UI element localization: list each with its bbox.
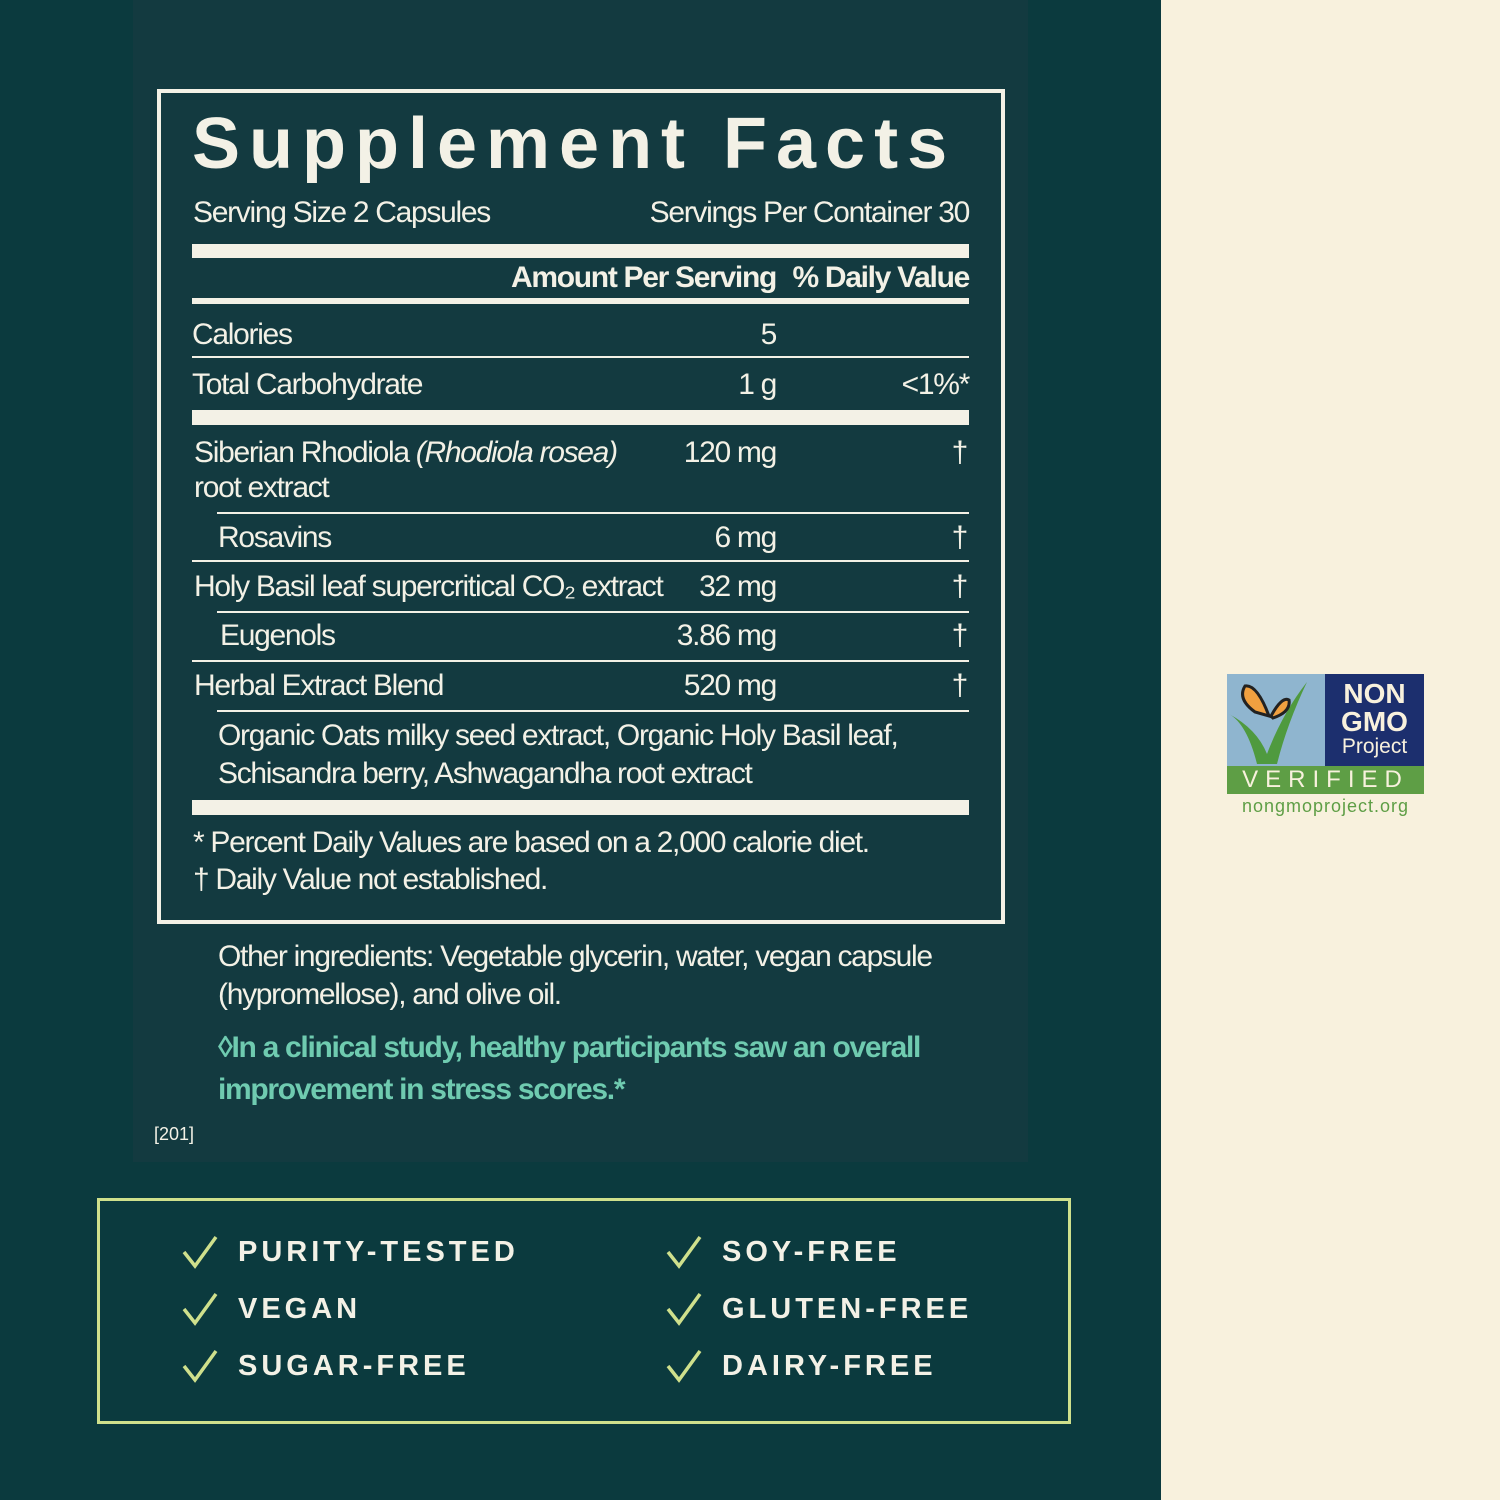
badge-label: GLUTEN-FREE [722, 1292, 973, 1325]
check-icon [182, 1349, 218, 1383]
serving-size: Serving Size 2 Capsules [193, 196, 491, 229]
butterfly-icon [1227, 674, 1325, 766]
row-name: Holy Basil leaf supercritical CO₂ extrac… [194, 570, 664, 603]
row-dv: † [951, 619, 969, 652]
badges-box [97, 1198, 1071, 1424]
row-dv: † [951, 570, 969, 603]
label-panel [133, 0, 1028, 1162]
row-name-latin: (Rhodiola rosea) [415, 436, 618, 469]
badge-purity-tested: PURITY-TESTED [182, 1235, 519, 1269]
divider [192, 660, 969, 662]
divider-thick [192, 410, 969, 425]
row-amount: 32 mg [699, 570, 777, 603]
row-name: Total Carbohydrate [192, 368, 423, 401]
badge-dairy-free: DAIRY-FREE [666, 1349, 937, 1383]
other-ingredients-line1: Other ingredients: Vegetable glycerin, w… [218, 940, 933, 973]
check-icon [666, 1292, 702, 1326]
row-name: Rosavins [218, 521, 332, 554]
logo-url: nongmoproject.org [1241, 796, 1410, 816]
row-name-line2: root extract [194, 471, 330, 504]
divider [217, 611, 969, 613]
divider [217, 512, 969, 514]
divider-thick [192, 244, 969, 258]
divider [217, 710, 969, 712]
logo-non: NON [1343, 678, 1406, 709]
col-amount-header: Amount Per Serving [511, 261, 777, 294]
clinical-claim-line1: ◊In a clinical study, healthy participan… [218, 1031, 921, 1064]
row-amount: 5 [760, 318, 778, 351]
divider [192, 560, 969, 562]
servings-per-container: Servings Per Container 30 [649, 196, 971, 229]
logo-project: Project [1341, 735, 1408, 758]
divider-thick [192, 800, 969, 815]
badge-label: SUGAR-FREE [238, 1349, 470, 1382]
badge-label: SOY-FREE [722, 1235, 901, 1268]
row-amount: 120 mg [683, 436, 778, 469]
check-icon [182, 1235, 218, 1269]
badge-gluten-free: GLUTEN-FREE [666, 1292, 972, 1326]
row-name: Herbal Extract Blend [194, 669, 444, 702]
badge-soy-free: SOY-FREE [666, 1235, 901, 1269]
badge-label: PURITY-TESTED [238, 1235, 519, 1268]
row-name: Eugenols [220, 619, 336, 652]
row-name: Siberian Rhodiola [194, 436, 410, 469]
divider [192, 356, 969, 358]
row-amount: 6 mg [714, 521, 778, 554]
divider-medium [192, 298, 969, 304]
check-icon [666, 1349, 702, 1383]
col-dv-header: % Daily Value [792, 261, 970, 294]
footnote-dv-not-established: † Daily Value not established. [193, 863, 548, 896]
row-dv: † [951, 521, 969, 554]
logo-gmo: GMO [1341, 706, 1408, 737]
row-dv: † [951, 669, 969, 702]
footnote-percent-dv: * Percent Daily Values are based on a 2,… [193, 826, 870, 859]
row-dv: <1%* [901, 368, 971, 401]
row-amount: 520 mg [683, 669, 778, 702]
clinical-claim-line2: improvement in stress scores.* [218, 1073, 626, 1106]
non-gmo-verified-logo: NON GMO Project VERIFIED nongmoproject.o… [1227, 674, 1424, 817]
row-name: Calories [192, 318, 293, 351]
label-code: [201] [154, 1124, 195, 1144]
badge-label: DAIRY-FREE [722, 1349, 937, 1382]
check-icon [182, 1292, 218, 1326]
check-icon [666, 1235, 702, 1269]
row-amount: 3.86 mg [676, 619, 778, 652]
facts-title: Supplement Facts [192, 104, 957, 184]
blend-ingredients-line1: Organic Oats milky seed extract, Organic… [218, 719, 899, 752]
badge-sugar-free: SUGAR-FREE [182, 1349, 470, 1383]
row-amount: 1 g [738, 368, 777, 401]
supplement-facts-box [157, 89, 1005, 924]
badge-vegan: VEGAN [182, 1292, 361, 1326]
other-ingredients-line2: (hypromellose), and olive oil. [218, 978, 562, 1011]
row-dv: † [951, 436, 969, 469]
blend-ingredients-line2: Schisandra berry, Ashwagandha root extra… [218, 757, 753, 790]
badge-label: VEGAN [238, 1292, 362, 1325]
logo-verified: VERIFIED [1227, 766, 1424, 794]
